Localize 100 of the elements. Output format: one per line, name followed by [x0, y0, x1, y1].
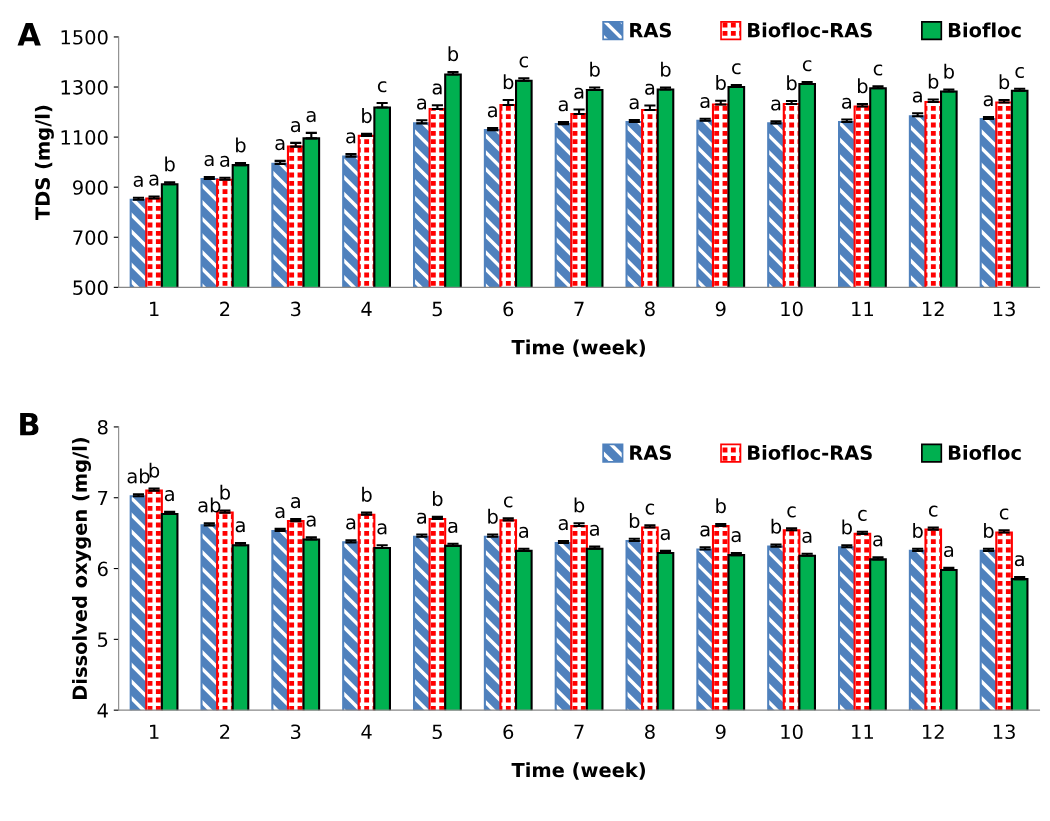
annotation: a	[204, 155, 214, 167]
annotation: a	[164, 490, 174, 502]
annotation: a	[731, 531, 741, 543]
annotation: b	[716, 498, 726, 514]
annotation: b	[590, 61, 600, 77]
annotation: ab	[127, 468, 150, 484]
annotation: b	[362, 486, 372, 502]
x-tick-label: 7	[574, 301, 584, 317]
annotation: b	[488, 508, 498, 524]
x-tick-label: 13	[993, 301, 1015, 317]
annotation: a	[574, 87, 584, 99]
annotation: b	[433, 491, 443, 507]
y-tick-label: 900	[73, 180, 108, 195]
annotation: b	[913, 522, 923, 538]
y-tick-label: 5	[98, 632, 108, 648]
x-axis-title: Time (week)	[511, 762, 645, 780]
x-tick-label: 3	[291, 724, 301, 740]
annotation: b	[574, 497, 585, 513]
x-tick-label: 9	[715, 301, 726, 317]
x-tick-label: 5	[432, 301, 442, 317]
annotation: b	[149, 462, 160, 478]
x-tick-label: 4	[361, 724, 372, 739]
annotation: a	[802, 531, 812, 543]
annotation: c	[787, 506, 796, 518]
annotation: b	[629, 513, 640, 529]
annotation: a	[771, 99, 781, 111]
x-tick-label: 1	[150, 724, 159, 739]
annotation: a	[700, 96, 710, 109]
annotation: a	[417, 512, 427, 524]
y-tick-label: 700	[73, 230, 108, 245]
annotation: b	[858, 78, 868, 94]
annotation: a	[912, 91, 922, 103]
x-tick-label: 5	[432, 724, 442, 740]
annotation: c	[802, 60, 812, 72]
annotation: a	[1014, 555, 1024, 567]
annotation: a	[346, 132, 356, 144]
annotation: c	[999, 508, 1009, 520]
y-tick-label: 6	[97, 561, 108, 577]
annotation: a	[629, 98, 639, 110]
chart-title: A	[17, 23, 41, 46]
y-tick-label: 500	[73, 280, 108, 296]
annotation: a	[377, 523, 387, 535]
y-tick-label: 1100	[61, 130, 108, 145]
annotation: a	[432, 83, 442, 95]
annotation: a	[290, 497, 300, 509]
annotation: b	[362, 108, 372, 124]
annotation: b	[928, 73, 939, 89]
annotation: c	[377, 81, 387, 93]
annotation: b	[842, 519, 852, 535]
annotation: a	[558, 519, 568, 531]
annotation: c	[928, 505, 938, 517]
annotation: a	[220, 155, 230, 167]
annotation: b	[716, 75, 726, 91]
x-tick-label: 11	[852, 301, 873, 317]
legend-label: Biofloc-RAS	[748, 445, 872, 461]
annotation: a	[306, 515, 316, 527]
annotation: c	[645, 503, 655, 515]
x-tick-label: 2	[220, 724, 230, 739]
y-tick-label: 1500	[61, 29, 108, 45]
annotation: a	[306, 110, 316, 123]
y-tick-label: 8	[97, 419, 108, 435]
y-axis-title: TDS (mg/l)	[34, 105, 54, 220]
annotation: c	[1015, 66, 1024, 79]
legend-label: RAS	[630, 22, 671, 38]
annotation: a	[589, 524, 599, 536]
annotation: b	[503, 74, 514, 90]
x-axis-title: Time (week)	[511, 339, 645, 357]
annotation: b	[220, 484, 231, 500]
annotation: c	[858, 509, 867, 522]
x-tick-label: 6	[503, 301, 514, 317]
x-tick-label: 7	[574, 724, 584, 739]
annotation: a	[275, 139, 285, 151]
annotation: a	[487, 106, 497, 118]
annotation: c	[873, 64, 883, 76]
x-tick-label: 10	[781, 724, 803, 740]
annotation: b	[448, 46, 459, 62]
annotation: a	[448, 521, 458, 534]
annotation: a	[983, 95, 993, 107]
annotation: a	[645, 83, 655, 95]
annotation: a	[519, 526, 529, 538]
y-axis-title: Dissolved oxygen (mg/l)	[72, 437, 91, 700]
annotation: a	[417, 98, 427, 110]
annotation: a	[290, 120, 300, 133]
annotation: a	[235, 521, 245, 533]
annotation: b	[944, 63, 954, 79]
x-tick-label: 4	[361, 301, 372, 317]
annotation: b	[165, 156, 175, 172]
annotation: a	[700, 525, 710, 537]
annotation: a	[660, 528, 670, 541]
annotation: a	[944, 545, 954, 558]
annotation: c	[732, 63, 741, 75]
annotation: b	[236, 137, 246, 153]
annotation: b	[999, 74, 1010, 90]
x-tick-label: 2	[220, 301, 230, 317]
legend-label: Biofloc-RAS	[748, 22, 872, 38]
y-tick-label: 1300	[61, 79, 108, 95]
x-tick-label: 8	[645, 724, 655, 740]
x-tick-label: 9	[715, 724, 726, 740]
annotation: ab	[198, 497, 221, 513]
annotation: a	[133, 175, 143, 187]
